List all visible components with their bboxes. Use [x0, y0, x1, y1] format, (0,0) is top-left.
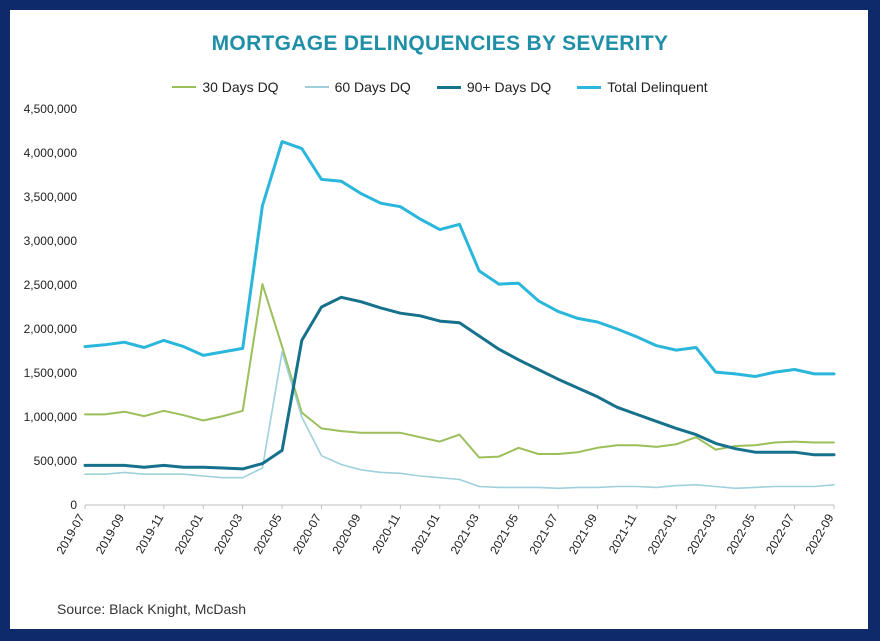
y-tick-label: 2,000,000	[24, 322, 78, 336]
legend-swatch-60-days	[304, 86, 329, 88]
legend-item-30-days: 30 Days DQ	[172, 79, 279, 95]
x-tick-label: 2020-03	[211, 511, 245, 556]
y-tick-label: 0	[70, 498, 77, 512]
chart-legend: 30 Days DQ 60 Days DQ 90+ Days DQ Total …	[0, 79, 880, 95]
legend-item-60-days: 60 Days DQ	[304, 79, 411, 95]
series-line-total-delinquent	[83, 140, 836, 378]
x-tick-label: 2022-01	[645, 511, 679, 556]
x-tick-label: 2019-09	[93, 511, 127, 556]
legend-swatch-30-days	[172, 86, 197, 88]
chart-title: MORTGAGE DELINQUENCIES BY SEVERITY	[211, 32, 669, 55]
source-note: Source: Black Knight, McDash	[57, 601, 247, 617]
x-tick-label: 2020-01	[172, 511, 206, 556]
x-tick-label: 2021-11	[606, 511, 640, 556]
x-tick-label: 2021-05	[487, 511, 521, 556]
legend-swatch-total	[577, 85, 602, 89]
x-tick-label: 2020-07	[290, 511, 324, 556]
x-tick-label: 2020-09	[329, 511, 363, 556]
y-tick-label: 2,500,000	[24, 278, 78, 292]
series-line-30-days-dq	[84, 283, 835, 459]
legend-item-total: Total Delinquent	[577, 79, 708, 95]
x-tick-label: 2021-03	[448, 511, 482, 556]
x-tick-label: 2022-09	[802, 511, 836, 556]
x-tick-label: 2019-07	[53, 511, 87, 556]
legend-label-total: Total Delinquent	[607, 79, 708, 95]
legend-label-30-days: 30 Days DQ	[202, 79, 279, 95]
x-tick-label: 2021-09	[566, 511, 600, 556]
y-tick-label: 4,000,000	[24, 146, 78, 160]
x-tick-label: 2021-07	[527, 511, 561, 556]
y-tick-label: 4,500,000	[24, 102, 78, 116]
y-tick-label: 1,500,000	[24, 366, 78, 380]
x-tick-label: 2019-11	[133, 511, 167, 556]
y-tick-label: 500,000	[34, 454, 78, 468]
legend-item-90-days: 90+ Days DQ	[436, 79, 552, 95]
x-tick-label: 2020-05	[251, 511, 285, 556]
y-tick-label: 3,000,000	[24, 234, 78, 248]
y-tick-label: 3,500,000	[24, 190, 78, 204]
series-line-60-days-dq	[84, 351, 835, 490]
x-tick-label: 2022-05	[724, 511, 758, 556]
x-tick-label: 2020-11	[369, 511, 403, 556]
series-line-90-days-dq	[83, 295, 836, 471]
legend-label-90-days: 90+ Days DQ	[466, 79, 552, 95]
legend-label-60-days: 60 Days DQ	[334, 79, 411, 95]
y-tick-label: 1,000,000	[24, 410, 78, 424]
x-tick-label: 2022-03	[684, 511, 718, 556]
x-tick-label: 2021-01	[408, 511, 442, 556]
x-tick-label: 2022-07	[763, 511, 797, 556]
legend-swatch-90-days	[436, 85, 461, 89]
